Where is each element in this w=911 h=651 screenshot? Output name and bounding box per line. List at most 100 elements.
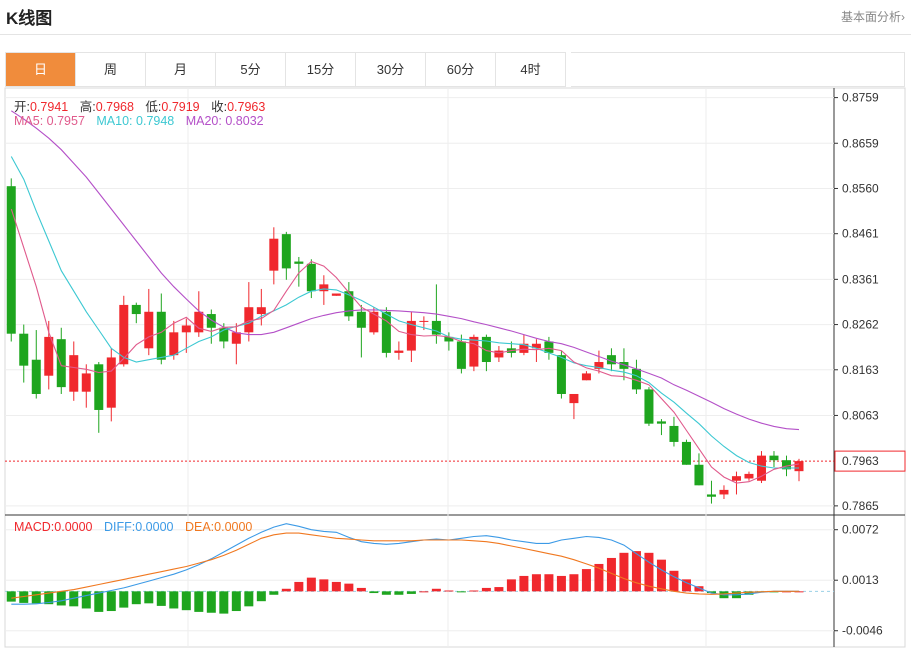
tab-day[interactable]: 日 [6, 53, 76, 86]
macd-histogram-bar [519, 575, 529, 592]
macd-histogram-bar [244, 591, 254, 607]
current-price-tag [834, 450, 906, 472]
macd-histogram-bar [556, 575, 566, 592]
candle [719, 485, 729, 500]
macd-histogram-bar [281, 588, 291, 592]
candle [69, 341, 79, 401]
candle [669, 416, 679, 447]
macd-histogram-bar [431, 588, 441, 592]
candle-body [44, 336, 54, 376]
candle [106, 348, 116, 422]
macd-histogram-bar [156, 591, 166, 606]
macd-histogram-bar [406, 591, 416, 594]
macd-histogram-bar [206, 591, 216, 613]
candle [444, 332, 454, 351]
ma5-readout: MA5: 0.7957 [14, 114, 85, 128]
macd-histogram-bar [606, 557, 616, 592]
candle-body [181, 325, 191, 333]
macd-histogram-bar [231, 591, 241, 612]
candle-body [119, 304, 129, 365]
candle [81, 364, 91, 408]
candle [481, 334, 491, 372]
macd-histogram-bar [369, 591, 379, 594]
price-tick-label: 0.7865 [842, 499, 879, 513]
chart-axes: 0.8759 0.8659 0.8560 0.8461 0.8361 0.8262 0.81… [834, 91, 906, 638]
diff-line [11, 523, 799, 605]
macd-histogram-bar [419, 591, 429, 593]
candle [694, 453, 704, 486]
low-readout: 低:0.7919 [145, 100, 200, 114]
candle [244, 282, 254, 342]
period-tabs: 日 周 月 5分 15分 30分 60分 4时 [5, 52, 566, 87]
candle [581, 371, 591, 381]
candle-body [194, 311, 204, 333]
macd-histogram-bar [569, 574, 579, 592]
candle-body [31, 359, 41, 394]
tab-week[interactable]: 周 [76, 53, 146, 86]
price-tick-label: 0.8659 [842, 136, 879, 150]
candle-body [381, 311, 391, 353]
candle [281, 231, 291, 280]
candle [206, 309, 216, 344]
candle-body [6, 186, 16, 334]
macd-histogram-bar [256, 591, 266, 602]
ohlc-legend: 开:0.7941 高:0.7968 低:0.7919 收:0.7963 [14, 96, 273, 115]
tab-4h[interactable]: 4时 [496, 53, 565, 86]
tab-5min[interactable]: 5分 [216, 53, 286, 86]
candle-body [256, 307, 266, 315]
candle [769, 451, 779, 468]
candle-body [394, 350, 404, 353]
tab-30min[interactable]: 30分 [356, 53, 426, 86]
macd-legend: MACD:0.0000 DIFF:0.0000 DEA:0.0000 [14, 520, 260, 534]
macd-histogram-bar [344, 583, 354, 592]
macd-histogram-bar [319, 579, 329, 592]
macd-histogram-bar [169, 591, 179, 609]
candle-body [369, 311, 379, 333]
candle [406, 311, 416, 363]
tab-15min[interactable]: 15分 [286, 53, 356, 86]
candle [344, 282, 354, 321]
candle-body [456, 341, 466, 369]
macd-histogram-bar [494, 587, 504, 592]
candle [94, 362, 104, 433]
candle-body [719, 489, 729, 495]
macd-histogram-bar [19, 591, 29, 603]
macd-histogram-bar [69, 591, 79, 607]
macd-histogram-bar [181, 591, 191, 611]
tab-month[interactable]: 月 [146, 53, 216, 86]
candle-body [131, 304, 141, 315]
candle-body [144, 311, 154, 349]
fundamental-analysis-link[interactable]: 基本面分析› [841, 10, 905, 24]
dea-line [11, 532, 799, 599]
price-tick-label: 0.8163 [842, 363, 879, 377]
candle [794, 458, 804, 482]
macd-tick-label: 0.0072 [842, 523, 879, 537]
candle [656, 419, 666, 436]
tab-60min[interactable]: 60分 [426, 53, 496, 86]
candle-body [19, 333, 29, 366]
candle [156, 293, 166, 365]
candle-body [431, 320, 441, 335]
candle-body [531, 343, 541, 349]
candle [381, 307, 391, 358]
candle-body [556, 355, 566, 394]
candle-body [156, 311, 166, 360]
candle-body [406, 320, 416, 351]
candle-body [69, 355, 79, 392]
price-tick-label: 0.8461 [842, 227, 879, 241]
candle-body [669, 425, 679, 442]
ma20-line [10, 110, 800, 431]
high-readout: 高:0.7968 [79, 100, 134, 114]
candle-body [244, 307, 254, 333]
candle-body [319, 284, 329, 292]
candle-body [219, 327, 229, 342]
macd-histogram-bar [131, 591, 141, 605]
candle [294, 256, 304, 287]
candle [56, 327, 66, 394]
candle-body [269, 238, 279, 271]
macd-histogram-bar [106, 591, 116, 612]
macd-histogram-bar [544, 574, 554, 592]
candle [631, 359, 641, 394]
macd-histogram-bar [581, 569, 591, 592]
